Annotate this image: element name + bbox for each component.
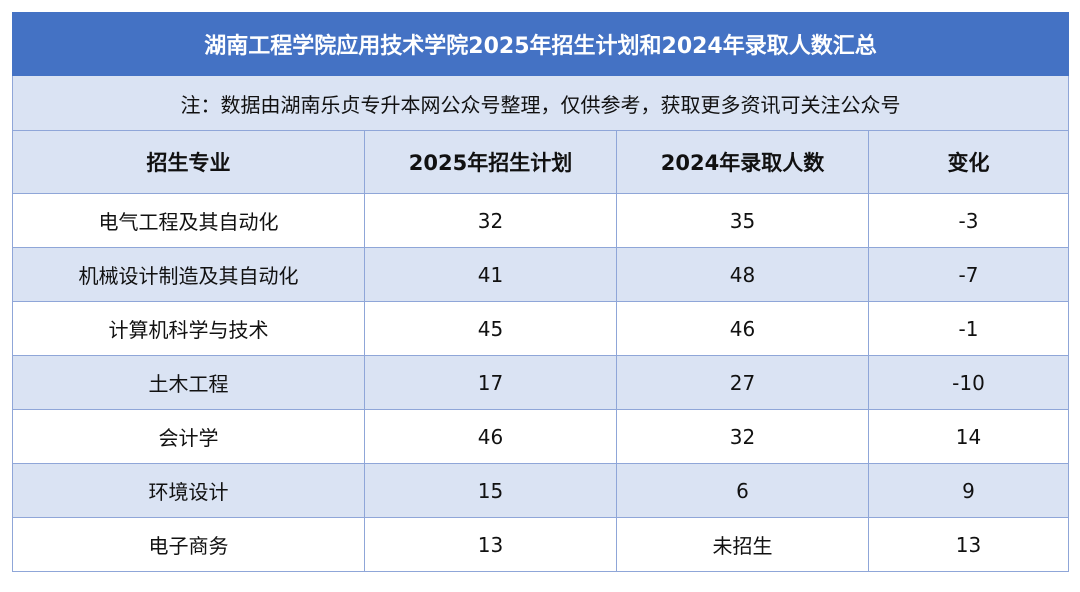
cell-change: -1 bbox=[867, 301, 1070, 356]
cell-change: -3 bbox=[867, 193, 1070, 248]
table-row: 计算机科学与技术 45 46 -1 bbox=[12, 301, 1070, 356]
cell-plan-2025: 46 bbox=[364, 409, 617, 464]
column-header-change: 变化 bbox=[867, 130, 1070, 194]
cell-major: 电气工程及其自动化 bbox=[12, 193, 365, 248]
cell-admitted-2024: 35 bbox=[616, 193, 869, 248]
cell-change: 9 bbox=[867, 463, 1070, 518]
cell-major: 会计学 bbox=[12, 409, 365, 464]
cell-change: 14 bbox=[867, 409, 1070, 464]
note-row: 注：数据由湖南乐贞专升本网公众号整理，仅供参考，获取更多资讯可关注公众号 bbox=[11, 75, 1070, 131]
table-row: 会计学 46 32 14 bbox=[12, 409, 1070, 464]
table-note: 注：数据由湖南乐贞专升本网公众号整理，仅供参考，获取更多资讯可关注公众号 bbox=[11, 75, 1070, 131]
cell-admitted-2024: 48 bbox=[616, 247, 869, 302]
cell-change: -7 bbox=[867, 247, 1070, 302]
cell-major: 环境设计 bbox=[12, 463, 365, 518]
cell-plan-2025: 41 bbox=[364, 247, 617, 302]
title-row: 湖南工程学院应用技术学院2025年招生计划和2024年录取人数汇总 bbox=[11, 12, 1070, 76]
summary-table: 湖南工程学院应用技术学院2025年招生计划和2024年录取人数汇总 注：数据由湖… bbox=[11, 12, 1070, 572]
cell-plan-2025: 15 bbox=[364, 463, 617, 518]
table-row: 环境设计 15 6 9 bbox=[12, 463, 1070, 518]
column-header-admitted-2024: 2024年录取人数 bbox=[616, 130, 869, 194]
cell-plan-2025: 13 bbox=[364, 517, 617, 572]
cell-plan-2025: 45 bbox=[364, 301, 617, 356]
cell-plan-2025: 17 bbox=[364, 355, 617, 410]
cell-major: 土木工程 bbox=[12, 355, 365, 410]
table-row: 土木工程 17 27 -10 bbox=[12, 355, 1070, 410]
cell-major: 机械设计制造及其自动化 bbox=[12, 247, 365, 302]
cell-admitted-2024: 6 bbox=[616, 463, 869, 518]
cell-change: 13 bbox=[867, 517, 1070, 572]
header-row: 招生专业 2025年招生计划 2024年录取人数 变化 bbox=[12, 130, 1070, 194]
cell-plan-2025: 32 bbox=[364, 193, 617, 248]
table-row: 机械设计制造及其自动化 41 48 -7 bbox=[12, 247, 1070, 302]
table-row: 电气工程及其自动化 32 35 -3 bbox=[12, 193, 1070, 248]
cell-major: 计算机科学与技术 bbox=[12, 301, 365, 356]
cell-admitted-2024: 46 bbox=[616, 301, 869, 356]
cell-admitted-2024: 27 bbox=[616, 355, 869, 410]
table-title: 湖南工程学院应用技术学院2025年招生计划和2024年录取人数汇总 bbox=[11, 12, 1070, 76]
cell-change: -10 bbox=[867, 355, 1070, 410]
cell-admitted-2024: 未招生 bbox=[616, 517, 869, 572]
column-header-major: 招生专业 bbox=[12, 130, 365, 194]
summary-table-container: 湖南工程学院应用技术学院2025年招生计划和2024年录取人数汇总 注：数据由湖… bbox=[11, 12, 1070, 572]
cell-major: 电子商务 bbox=[12, 517, 365, 572]
column-header-plan-2025: 2025年招生计划 bbox=[364, 130, 617, 194]
table-row: 电子商务 13 未招生 13 bbox=[12, 517, 1070, 572]
cell-admitted-2024: 32 bbox=[616, 409, 869, 464]
